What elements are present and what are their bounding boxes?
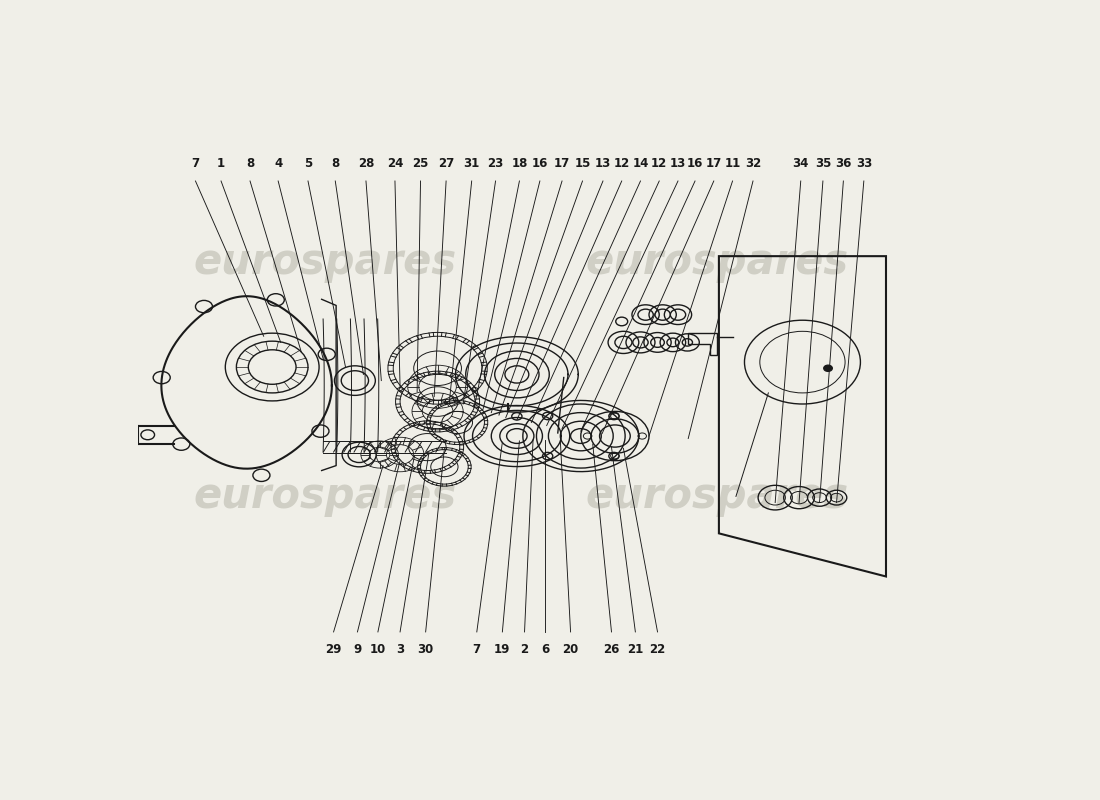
Text: 24: 24 bbox=[387, 157, 403, 170]
Text: 27: 27 bbox=[438, 157, 454, 170]
Text: 2: 2 bbox=[520, 643, 529, 656]
Text: eurospares: eurospares bbox=[194, 475, 456, 518]
Text: 36: 36 bbox=[835, 157, 851, 170]
Text: 10: 10 bbox=[370, 643, 386, 656]
Text: 13: 13 bbox=[670, 157, 686, 170]
Text: 30: 30 bbox=[418, 643, 433, 656]
Text: 26: 26 bbox=[603, 643, 619, 656]
Text: 7: 7 bbox=[473, 643, 481, 656]
Text: 3: 3 bbox=[396, 643, 404, 656]
Text: 8: 8 bbox=[331, 157, 340, 170]
Text: 25: 25 bbox=[412, 157, 429, 170]
Text: 13: 13 bbox=[595, 157, 612, 170]
Text: 31: 31 bbox=[463, 157, 480, 170]
Text: 16: 16 bbox=[531, 157, 548, 170]
Text: 14: 14 bbox=[632, 157, 649, 170]
Text: 8: 8 bbox=[246, 157, 254, 170]
Text: 1: 1 bbox=[217, 157, 226, 170]
Circle shape bbox=[824, 365, 833, 371]
Text: 33: 33 bbox=[856, 157, 872, 170]
Text: 6: 6 bbox=[541, 643, 549, 656]
Text: eurospares: eurospares bbox=[585, 475, 849, 518]
Text: 11: 11 bbox=[725, 157, 740, 170]
Text: 28: 28 bbox=[358, 157, 374, 170]
Text: 20: 20 bbox=[562, 643, 579, 656]
Text: 23: 23 bbox=[487, 157, 504, 170]
Text: 35: 35 bbox=[815, 157, 832, 170]
Text: 32: 32 bbox=[745, 157, 761, 170]
Text: 12: 12 bbox=[651, 157, 668, 170]
Text: 34: 34 bbox=[793, 157, 808, 170]
Text: 21: 21 bbox=[627, 643, 644, 656]
Text: 9: 9 bbox=[353, 643, 362, 656]
Text: eurospares: eurospares bbox=[194, 242, 456, 283]
Text: 5: 5 bbox=[304, 157, 312, 170]
Text: eurospares: eurospares bbox=[585, 242, 849, 283]
Text: 15: 15 bbox=[574, 157, 591, 170]
Text: 4: 4 bbox=[274, 157, 283, 170]
Text: 17: 17 bbox=[706, 157, 722, 170]
Text: 7: 7 bbox=[191, 157, 199, 170]
Text: 19: 19 bbox=[494, 643, 510, 656]
Text: 29: 29 bbox=[326, 643, 342, 656]
Text: 17: 17 bbox=[554, 157, 570, 170]
Text: 16: 16 bbox=[686, 157, 703, 170]
Text: 22: 22 bbox=[649, 643, 666, 656]
Text: 12: 12 bbox=[614, 157, 630, 170]
Text: 18: 18 bbox=[512, 157, 528, 170]
